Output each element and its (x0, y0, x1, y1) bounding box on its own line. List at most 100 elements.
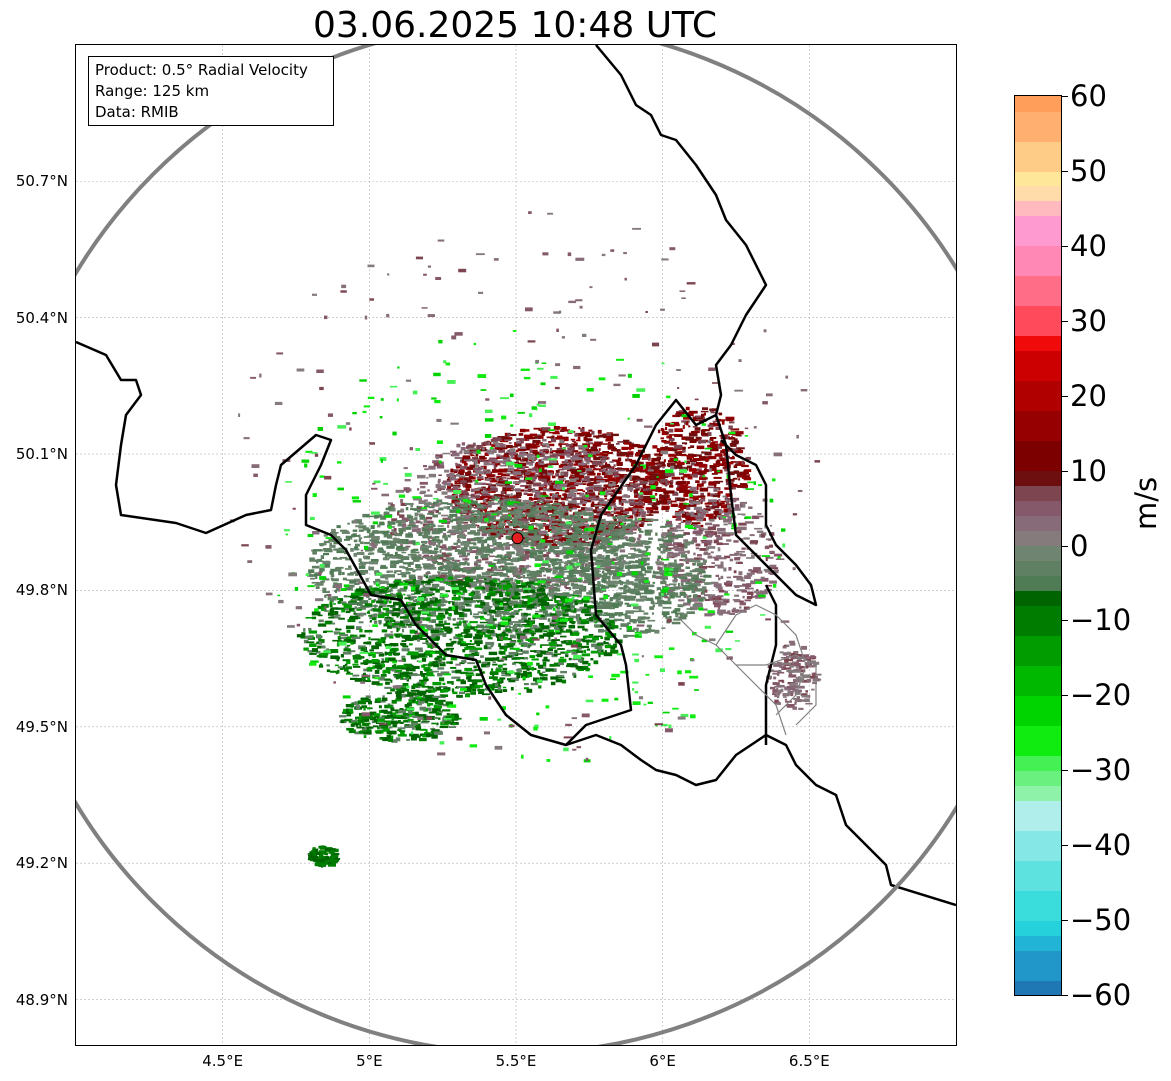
velocity-echo (584, 457, 591, 462)
velocity-echo (448, 546, 452, 551)
velocity-echo (674, 428, 683, 432)
velocity-echo (589, 550, 596, 554)
velocity-echo (347, 522, 350, 525)
velocity-echo (349, 580, 357, 584)
velocity-echo (665, 481, 669, 486)
velocity-echo (633, 476, 641, 480)
velocity-echo (732, 487, 736, 490)
velocity-echo (486, 511, 490, 515)
velocity-echo (439, 549, 442, 554)
velocity-echo (485, 619, 489, 621)
velocity-echo (458, 562, 467, 566)
velocity-echo (674, 512, 681, 516)
velocity-echo (714, 423, 721, 427)
velocity-echo (314, 572, 321, 576)
velocity-echo (551, 523, 555, 526)
velocity-echo (453, 497, 460, 500)
velocity-echo (634, 453, 643, 457)
velocity-echo (522, 456, 525, 460)
velocity-echo (543, 488, 546, 492)
velocity-echo (657, 448, 666, 453)
velocity-echo (672, 447, 678, 452)
velocity-echo (559, 478, 564, 482)
velocity-echo (638, 509, 644, 513)
velocity-echo (667, 529, 670, 532)
velocity-echo (564, 489, 572, 493)
velocity-echo (686, 481, 690, 485)
velocity-echo (744, 599, 751, 602)
velocity-echo (665, 535, 675, 538)
velocity-echo (442, 597, 445, 601)
velocity-echo (641, 515, 646, 518)
velocity-echo (405, 556, 410, 559)
velocity-echo (575, 439, 581, 442)
velocity-echo (499, 517, 503, 521)
velocity-echo (399, 520, 406, 524)
velocity-echo (334, 537, 342, 540)
velocity-echo (635, 467, 640, 472)
velocity-echo (463, 465, 468, 469)
velocity-echo (658, 547, 661, 552)
velocity-echo (725, 583, 732, 587)
velocity-echo (661, 535, 665, 538)
velocity-echo (379, 603, 387, 607)
velocity-echo (619, 533, 625, 538)
velocity-echo (733, 438, 738, 441)
velocity-echo (499, 464, 507, 467)
velocity-echo (617, 467, 622, 471)
velocity-echo (538, 486, 547, 491)
velocity-echo (560, 483, 565, 486)
velocity-echo (344, 538, 350, 541)
velocity-echo (476, 492, 481, 495)
velocity-echo (697, 554, 702, 557)
velocity-echo (541, 443, 549, 446)
velocity-echo (676, 497, 685, 502)
velocity-echo (606, 570, 613, 575)
velocity-echo (564, 484, 572, 487)
velocity-echo (566, 535, 572, 538)
velocity-echo (575, 505, 581, 508)
velocity-echo (505, 525, 510, 529)
velocity-echo (599, 501, 608, 505)
velocity-echo (463, 567, 466, 570)
velocity-echo (511, 477, 519, 480)
velocity-echo (382, 531, 389, 535)
velocity-echo (638, 534, 642, 538)
velocity-echo (575, 489, 584, 491)
velocity-echo (610, 528, 617, 533)
velocity-echo (437, 566, 444, 571)
velocity-echo (328, 538, 337, 542)
velocity-echo (444, 495, 451, 499)
velocity-echo (529, 509, 536, 512)
velocity-echo (458, 494, 467, 499)
velocity-echo (449, 513, 458, 517)
velocity-echo (546, 576, 551, 580)
velocity-echo (605, 467, 613, 470)
velocity-echo (520, 470, 526, 474)
velocity-echo (523, 577, 532, 579)
velocity-echo (475, 464, 480, 468)
velocity-echo (620, 474, 628, 478)
velocity-echo (434, 554, 441, 557)
velocity-echo (494, 611, 503, 615)
velocity-echo (620, 554, 628, 558)
radar-map[interactable] (75, 44, 957, 1046)
velocity-echo (504, 577, 514, 582)
velocity-echo (707, 432, 712, 436)
velocity-echo (447, 552, 452, 556)
velocity-echo (739, 602, 746, 606)
velocity-echo (462, 518, 471, 522)
velocity-echo (738, 478, 741, 481)
radar-map-canvas[interactable] (76, 45, 956, 1045)
velocity-echo (660, 446, 667, 450)
velocity-echo (580, 519, 589, 522)
velocity-echo (624, 500, 630, 504)
velocity-echo (695, 436, 702, 439)
velocity-echo (634, 516, 638, 520)
velocity-echo (581, 494, 585, 497)
velocity-echo (475, 553, 485, 556)
velocity-echo (647, 502, 653, 505)
velocity-echo (707, 542, 712, 546)
velocity-echo (572, 460, 575, 463)
velocity-echo (496, 542, 501, 547)
